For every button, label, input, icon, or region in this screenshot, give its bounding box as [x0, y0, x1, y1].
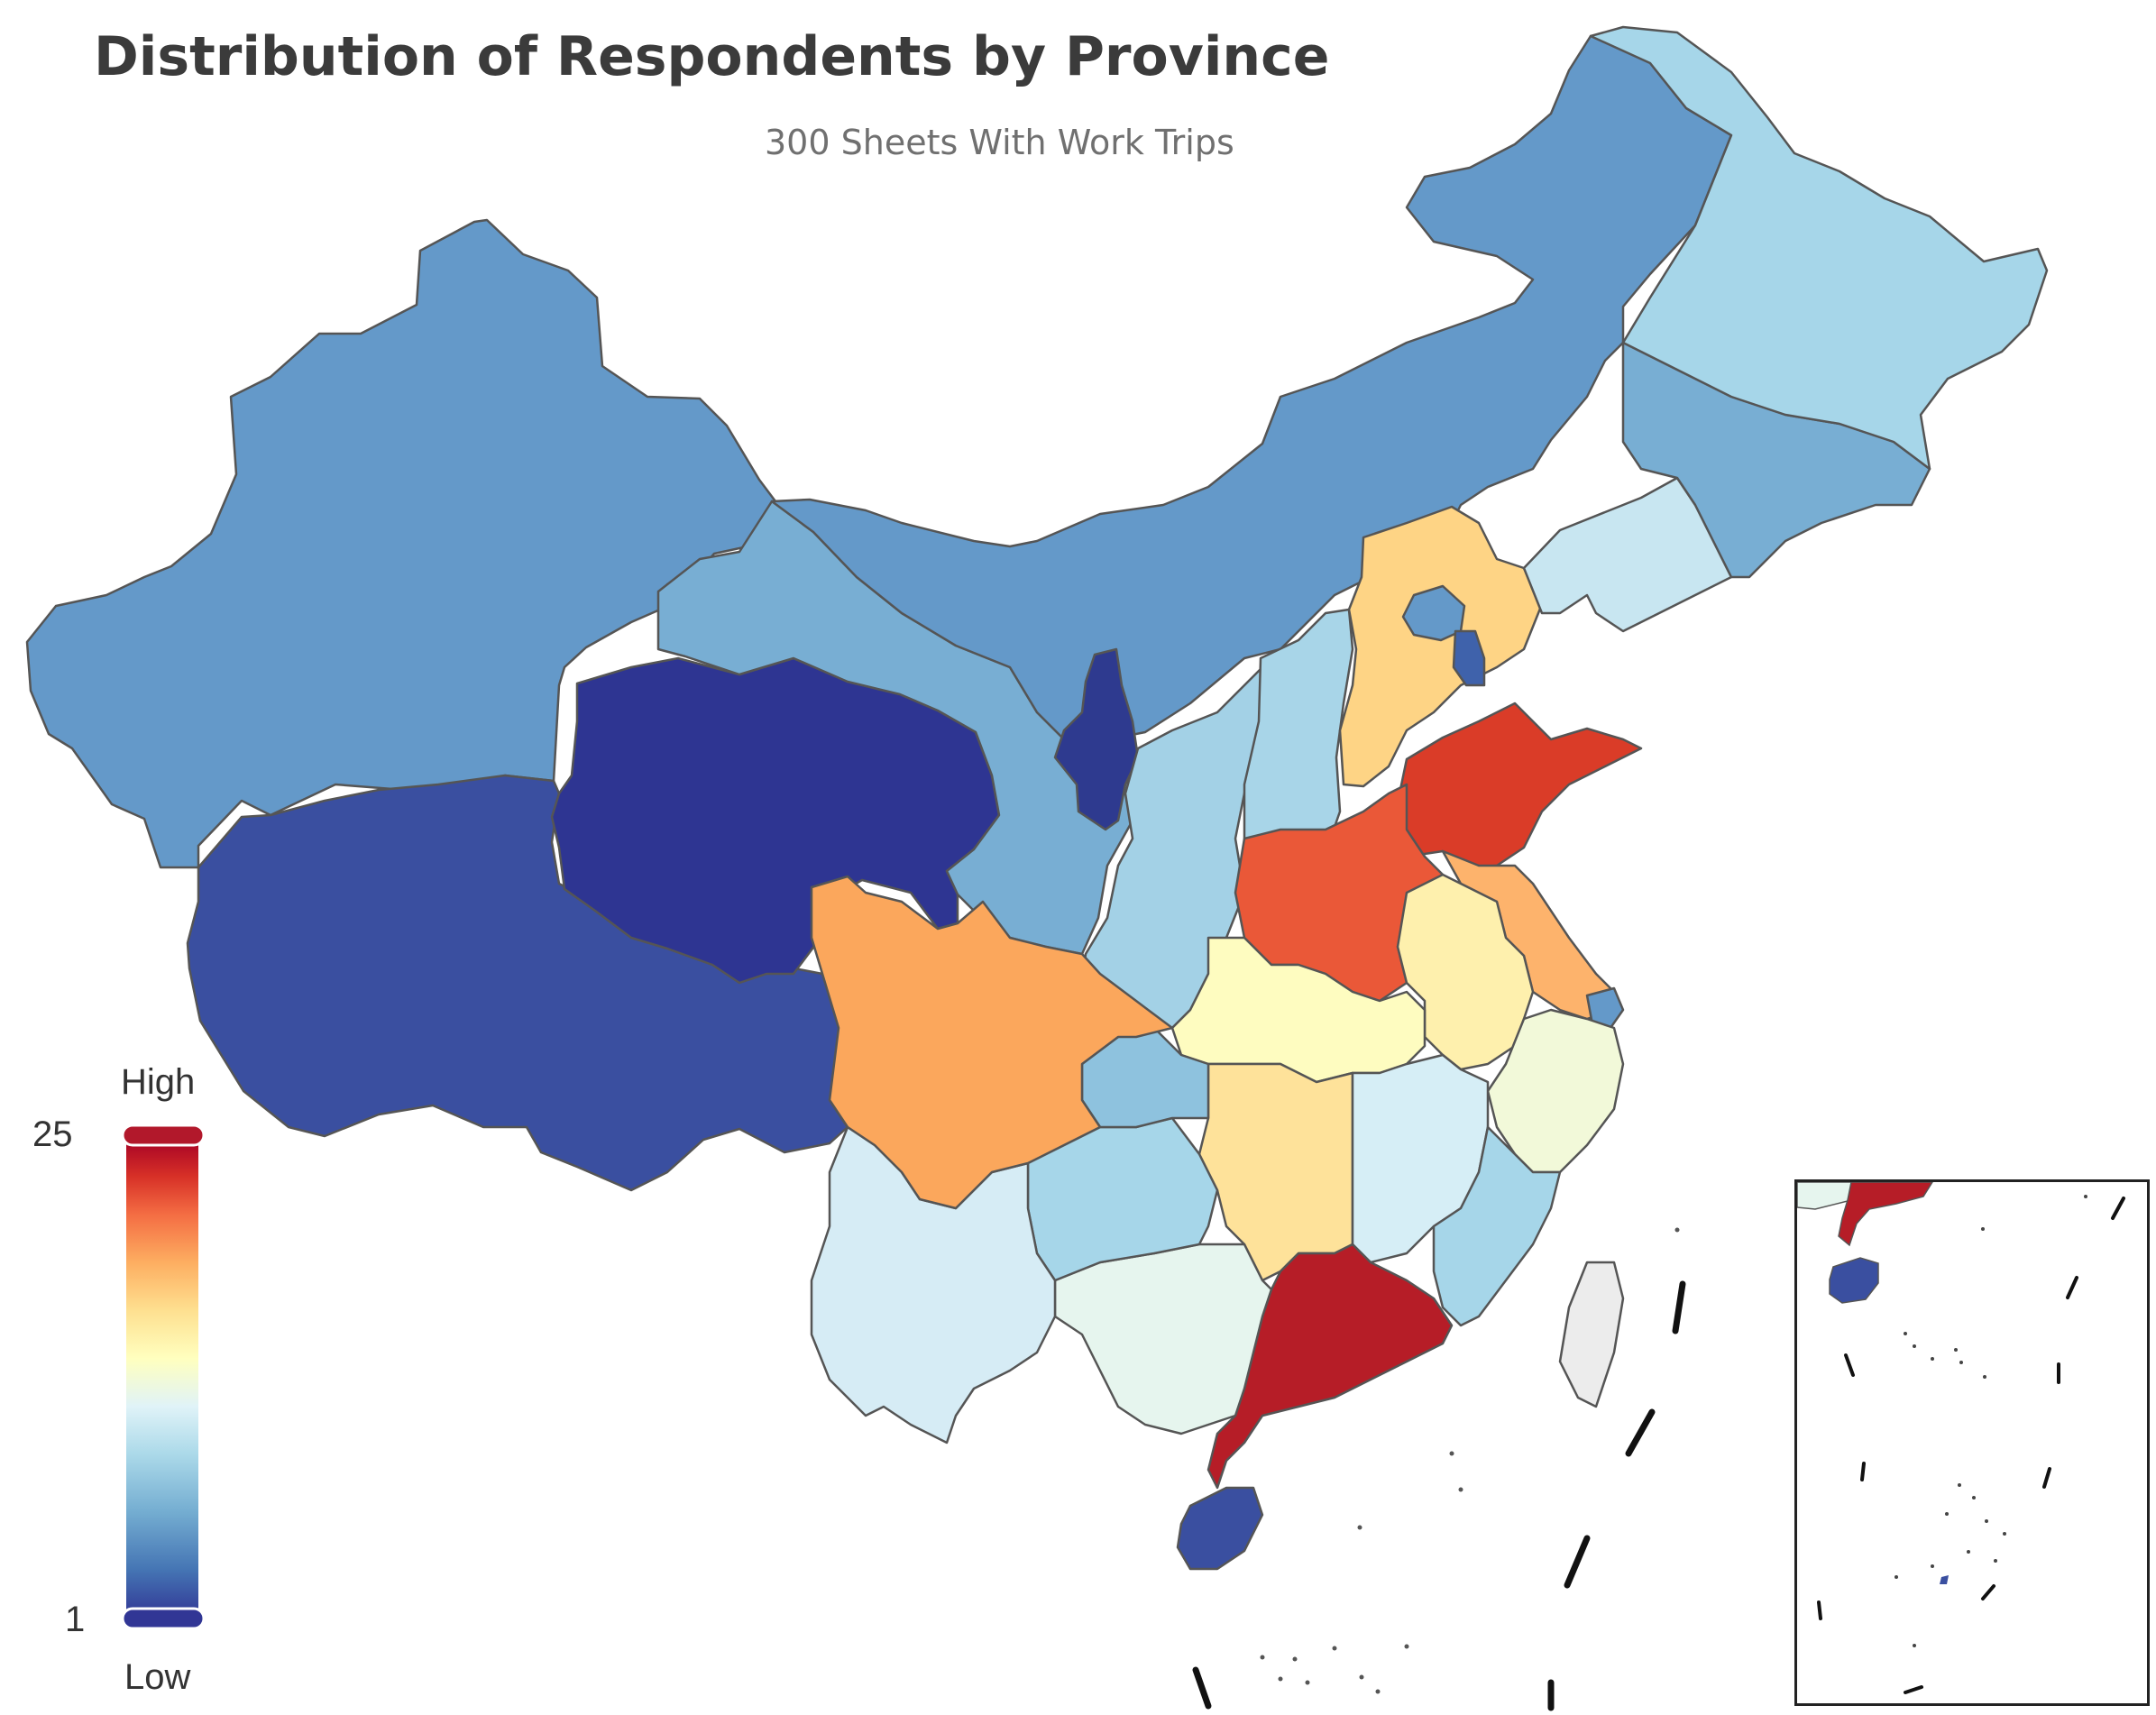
region-shandong[interactable]: [1387, 702, 1643, 869]
inset-mini-island: [1940, 1575, 1949, 1584]
map-title: Distribution of Respondents by Province: [94, 25, 1330, 88]
region-zhejiang[interactable]: [1486, 1008, 1625, 1174]
south-china-sea-inset: [1794, 1179, 2150, 1706]
inset-dash-segments: [1817, 1197, 2125, 1694]
inset-coast-region: [1797, 1182, 1861, 1210]
region-fujian[interactable]: [1432, 1125, 1562, 1327]
region-shanxi[interactable]: [1243, 608, 1354, 858]
legend-high-label: High: [121, 1062, 196, 1102]
region-hebei[interactable]: [1338, 505, 1544, 788]
region-hainan[interactable]: [1176, 1486, 1264, 1571]
inset-guangdong: [1838, 1182, 1933, 1247]
map-subtitle: 300 Sheets With Work Trips: [765, 123, 1234, 162]
region-tibet[interactable]: [186, 774, 849, 1192]
region-beijing[interactable]: [1401, 584, 1466, 642]
region-guangxi[interactable]: [1053, 1243, 1273, 1435]
dash-line-segments: [1192, 1280, 1686, 1711]
legend-min-value: 1: [65, 1600, 86, 1639]
legend-color-bar: [121, 1123, 206, 1630]
inset-hainan: [1829, 1257, 1879, 1304]
legend-low-label: Low: [124, 1657, 191, 1697]
legend-max-value: 25: [32, 1114, 73, 1154]
inset-map: [1797, 1182, 2125, 1694]
region-tianjin[interactable]: [1452, 629, 1486, 687]
island-dots: [1260, 1227, 1680, 1694]
region-sichuan[interactable]: [810, 875, 1174, 1210]
region-taiwan[interactable]: [1558, 1261, 1625, 1408]
region-heilongjiang[interactable]: [1589, 25, 2049, 471]
region-liaoning[interactable]: [1522, 476, 1733, 633]
region-ningxia[interactable]: [1053, 647, 1140, 831]
inset-island-dots: [1895, 1195, 2087, 1647]
